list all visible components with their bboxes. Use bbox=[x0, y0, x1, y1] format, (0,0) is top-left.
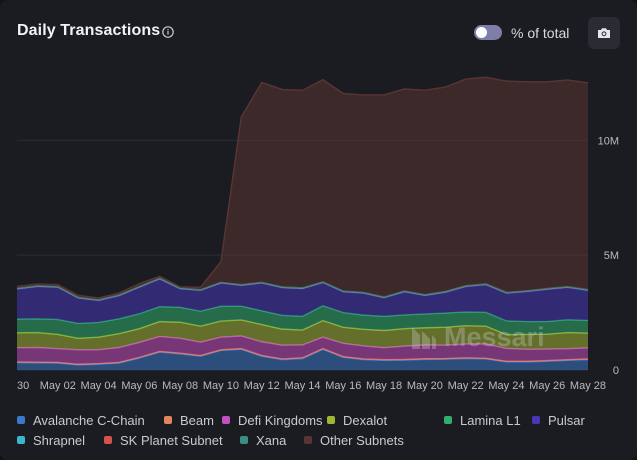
legend-swatch bbox=[17, 416, 25, 424]
area-lamina-l1[interactable] bbox=[17, 305, 588, 339]
y-tick-label: 5M bbox=[604, 250, 619, 262]
legend-swatch bbox=[240, 436, 248, 444]
legend-swatch bbox=[222, 416, 230, 424]
legend-swatch bbox=[532, 416, 540, 424]
legend-label: SK Planet Subnet bbox=[120, 432, 223, 448]
chart-title: Daily Transactions bbox=[17, 22, 161, 39]
area-other-subnets[interactable] bbox=[17, 77, 588, 300]
chart-legend: Avalanche C-Chain Beam Defi Kingdoms Dexalo… bbox=[17, 410, 627, 450]
x-tick-label: May 12 bbox=[244, 380, 280, 392]
legend-label: Defi Kingdoms bbox=[238, 412, 323, 428]
legend-swatch bbox=[104, 436, 112, 444]
messari-logo-icon bbox=[412, 326, 436, 349]
legend-swatch bbox=[327, 416, 335, 424]
legend-label: Lamina L1 bbox=[460, 412, 521, 428]
legend-label: Beam bbox=[180, 412, 214, 428]
y-tick-label: 0 bbox=[613, 365, 619, 377]
x-tick-label: May 22 bbox=[448, 380, 484, 392]
legend-item-lamina-l1[interactable]: Lamina L1 bbox=[444, 413, 532, 428]
legend-label: Avalanche C-Chain bbox=[33, 412, 145, 428]
legend-swatch bbox=[304, 436, 312, 444]
y-axis: 0 5M 10M bbox=[598, 135, 619, 377]
legend-label: Xana bbox=[256, 432, 287, 448]
legend-item-sk-planet-subnet[interactable]: SK Planet Subnet bbox=[104, 433, 240, 448]
x-tick-label: May 04 bbox=[81, 380, 117, 392]
x-tick-label: May 14 bbox=[284, 380, 320, 392]
messari-watermark: Messari bbox=[410, 322, 545, 353]
x-tick-label: May 26 bbox=[529, 380, 565, 392]
x-tick-label: May 18 bbox=[366, 380, 402, 392]
legend-row: Avalanche C-Chain Beam Defi Kingdoms Dexalo… bbox=[17, 410, 627, 430]
legend-label: Other Subnets bbox=[320, 432, 404, 448]
legend-item-other-subnets[interactable]: Other Subnets bbox=[304, 433, 414, 448]
percent-of-total-toggle[interactable] bbox=[474, 25, 502, 40]
x-axis: 30 May 02 May 04 May 06 May 08 May 10 May 12 Ma… bbox=[17, 380, 606, 392]
area-pulsar[interactable] bbox=[17, 279, 588, 324]
legend-item-xana[interactable]: Xana bbox=[240, 433, 304, 448]
x-tick-label: May 08 bbox=[162, 380, 198, 392]
legend-swatch bbox=[444, 416, 452, 424]
x-tick-label: May 16 bbox=[325, 380, 361, 392]
legend-item-beam[interactable]: Beam bbox=[164, 413, 222, 428]
x-tick-label: May 06 bbox=[121, 380, 157, 392]
area-avalanche-c-chain[interactable] bbox=[17, 349, 588, 370]
legend-item-avalanche-c-chain[interactable]: Avalanche C-Chain bbox=[17, 413, 164, 428]
x-tick-label: 30 bbox=[17, 380, 29, 392]
toggle-knob bbox=[476, 27, 487, 38]
legend-item-defi-kingdoms[interactable]: Defi Kingdoms bbox=[222, 413, 327, 428]
legend-row: Shrapnel SK Planet Subnet Xana Other Subnet… bbox=[17, 430, 627, 450]
x-tick-label: May 20 bbox=[407, 380, 443, 392]
screenshot-button[interactable] bbox=[588, 17, 620, 49]
watermark-text: Messari bbox=[444, 322, 545, 352]
line-other-subnets bbox=[16, 76, 589, 299]
area-series bbox=[16, 76, 589, 370]
legend-label: Dexalot bbox=[343, 412, 388, 428]
legend-item-shrapnel[interactable]: Shrapnel bbox=[17, 433, 104, 448]
stacked-area-chart: 0 5M 10M 30 May 02 May 04 May 06 May 08 May 10 M… bbox=[16, 76, 619, 392]
info-icon[interactable] bbox=[162, 26, 174, 38]
legend-swatch bbox=[17, 436, 25, 444]
toggle-label: % of total bbox=[511, 25, 570, 41]
y-tick-label: 10M bbox=[598, 135, 619, 147]
x-tick-label: May 28 bbox=[570, 380, 606, 392]
legend-item-pulsar[interactable]: Pulsar bbox=[532, 413, 612, 428]
legend-label: Pulsar bbox=[548, 412, 585, 428]
x-tick-label: May 24 bbox=[488, 380, 524, 392]
x-tick-label: May 02 bbox=[40, 380, 76, 392]
legend-swatch bbox=[164, 416, 172, 424]
x-tick-label: May 10 bbox=[203, 380, 239, 392]
legend-item-dexalot[interactable]: Dexalot bbox=[327, 413, 444, 428]
legend-label: Shrapnel bbox=[33, 432, 86, 448]
area-defi-kingdoms[interactable] bbox=[17, 336, 588, 365]
camera-icon bbox=[598, 28, 610, 38]
